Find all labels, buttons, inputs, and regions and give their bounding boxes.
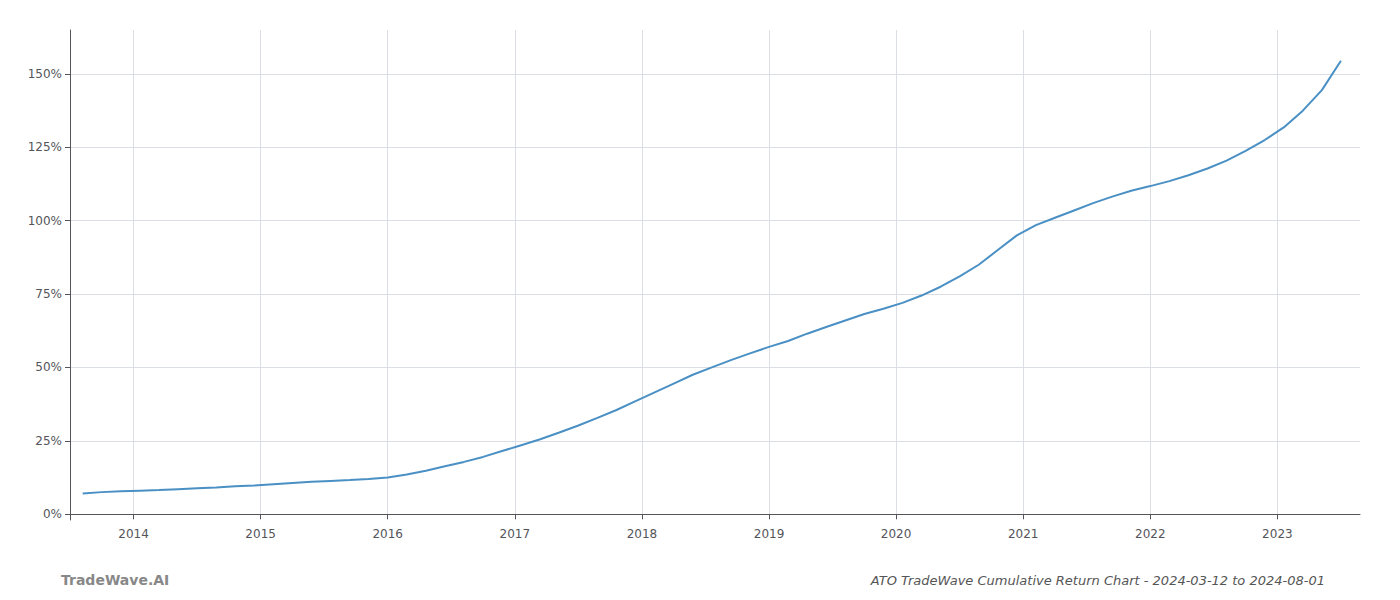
svg-text:50%: 50% — [35, 360, 62, 374]
svg-text:2022: 2022 — [1135, 527, 1166, 541]
svg-text:2021: 2021 — [1008, 527, 1039, 541]
svg-text:0%: 0% — [43, 507, 62, 521]
svg-text:2016: 2016 — [372, 527, 403, 541]
svg-text:ATO TradeWave Cumulative Retur: ATO TradeWave Cumulative Return Chart - … — [870, 573, 1325, 588]
svg-text:25%: 25% — [35, 434, 62, 448]
svg-text:2020: 2020 — [881, 527, 912, 541]
svg-text:75%: 75% — [35, 287, 62, 301]
svg-text:2014: 2014 — [118, 527, 149, 541]
svg-text:2015: 2015 — [245, 527, 276, 541]
svg-text:2023: 2023 — [1262, 527, 1293, 541]
svg-text:2018: 2018 — [627, 527, 658, 541]
svg-text:2019: 2019 — [754, 527, 785, 541]
svg-text:125%: 125% — [28, 140, 62, 154]
svg-text:TradeWave.AI: TradeWave.AI — [61, 572, 169, 588]
svg-text:100%: 100% — [28, 214, 62, 228]
svg-text:150%: 150% — [28, 67, 62, 81]
svg-text:2017: 2017 — [500, 527, 531, 541]
